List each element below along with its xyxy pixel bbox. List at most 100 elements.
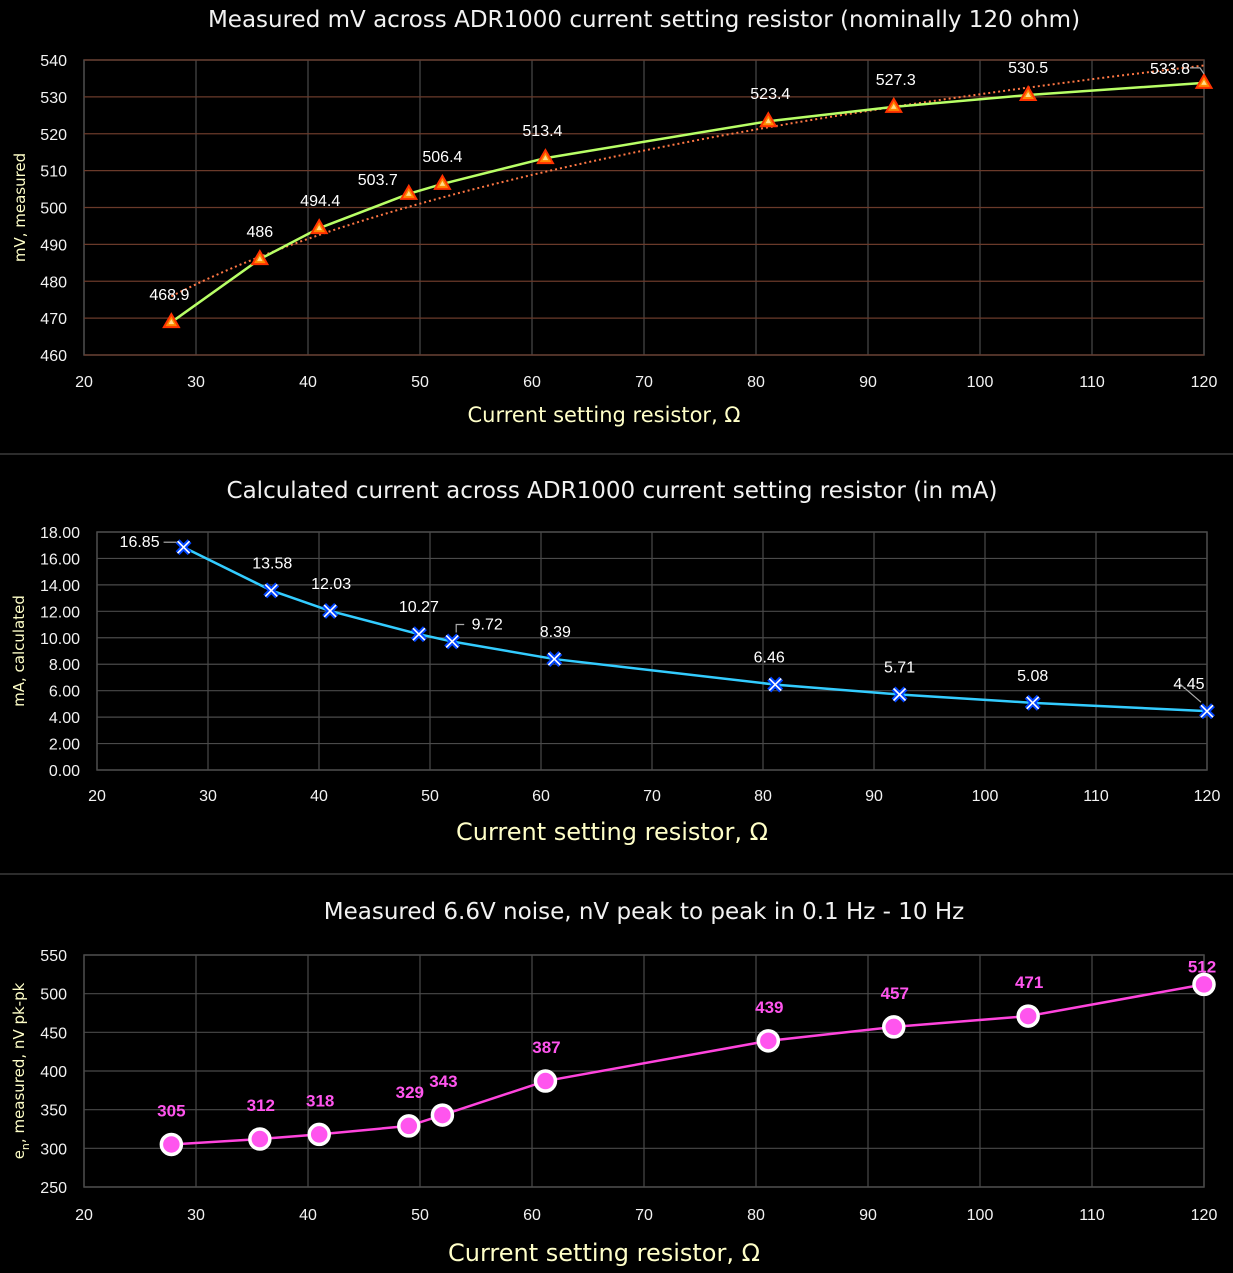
x-tick-label: 20 — [88, 788, 106, 805]
data-label: 533.8 — [1150, 61, 1190, 78]
y-tick-label: 6.00 — [49, 684, 80, 701]
data-label: 513.4 — [522, 123, 562, 140]
x-tick-label: 70 — [643, 788, 661, 805]
data-label: 523.4 — [750, 86, 790, 103]
data-point-highlight — [892, 687, 907, 702]
y-tick-label: 510 — [40, 164, 67, 181]
x-tick-label: 80 — [747, 374, 765, 391]
data-point — [1016, 1004, 1040, 1028]
data-label: 4.45 — [1173, 676, 1204, 693]
x-tick-label: 80 — [754, 788, 772, 805]
y-tick-label: 2.00 — [49, 737, 80, 754]
x-tick-label: 120 — [1191, 1207, 1218, 1224]
data-label: 457 — [881, 984, 909, 1003]
x-tick-label: 100 — [967, 1207, 994, 1224]
x-axis-title: Current setting resistor, Ω — [468, 403, 741, 427]
data-label: 305 — [157, 1101, 185, 1120]
x-tick-label: 40 — [310, 788, 328, 805]
x-tick-label: 110 — [1079, 1207, 1105, 1224]
x-tick-label: 40 — [299, 1207, 317, 1224]
chart-title: Measured mV across ADR1000 current setti… — [208, 7, 1080, 33]
chart-title: Calculated current across ADR1000 curren… — [227, 478, 998, 504]
x-tick-label: 50 — [411, 374, 429, 391]
data-point — [882, 1015, 906, 1039]
data-label: 12.03 — [311, 576, 351, 593]
data-point-inner — [765, 118, 772, 124]
leader-line — [455, 623, 465, 633]
data-label: 10.27 — [399, 599, 439, 616]
data-label: 8.39 — [540, 624, 571, 641]
y-tick-label: 470 — [40, 311, 67, 328]
data-point-highlight — [445, 634, 459, 649]
data-label: 6.46 — [754, 650, 785, 667]
data-point-highlight — [264, 583, 278, 598]
y-tick-label: 480 — [40, 274, 67, 291]
data-point-highlight — [323, 604, 337, 618]
data-label: 318 — [306, 1091, 334, 1110]
data-label: 439 — [755, 998, 783, 1017]
chart-1: Measured mV across ADR1000 current setti… — [11, 7, 1217, 427]
data-point-highlight — [1200, 704, 1214, 718]
x-tick-label: 30 — [199, 788, 217, 805]
data-label: 503.7 — [358, 172, 398, 189]
y-axis-title: en, measured, nV pk-pk — [10, 982, 32, 1159]
y-tick-label: 4.00 — [49, 710, 80, 727]
leader-line — [1178, 682, 1202, 703]
y-tick-label: 12.00 — [40, 604, 80, 621]
y-axis-title-rest: , measured, nV pk-pk — [10, 982, 28, 1143]
data-label: 530.5 — [1008, 60, 1048, 77]
series-line — [171, 983, 1205, 1146]
x-tick-label: 110 — [1083, 788, 1109, 805]
x-tick-label: 20 — [75, 374, 93, 391]
data-point — [430, 1103, 455, 1127]
x-tick-label: 120 — [1191, 374, 1218, 391]
x-tick-label: 50 — [411, 1207, 429, 1224]
data-label: 5.08 — [1017, 668, 1048, 685]
data-point — [159, 1132, 184, 1157]
y-tick-label: 460 — [40, 348, 67, 365]
data-point — [1192, 972, 1216, 997]
data-point-inner — [1025, 92, 1031, 98]
data-point-highlight — [177, 540, 191, 554]
x-tick-label: 30 — [187, 374, 205, 391]
data-point-highlight — [1026, 696, 1040, 710]
data-label: 312 — [247, 1096, 275, 1115]
data-point-highlight — [768, 678, 782, 692]
data-point — [307, 1122, 331, 1147]
x-tick-label: 70 — [635, 374, 653, 391]
data-label: 387 — [532, 1038, 560, 1057]
chart-3: Measured 6.6V noise, nV peak to peak in … — [10, 899, 1217, 1267]
y-tick-label: 490 — [40, 237, 67, 254]
x-tick-label: 100 — [972, 788, 999, 805]
data-label: 471 — [1015, 973, 1043, 992]
y-tick-label: 300 — [40, 1141, 67, 1158]
data-point-inner — [257, 256, 263, 262]
y-axis-title-sub: n — [19, 1143, 32, 1150]
y-tick-label: 16.00 — [40, 551, 80, 568]
data-label: 512 — [1188, 957, 1216, 976]
x-tick-label: 90 — [865, 788, 883, 805]
data-point — [397, 1114, 421, 1138]
x-tick-label: 100 — [967, 374, 994, 391]
data-label: 13.58 — [252, 555, 292, 572]
x-tick-label: 70 — [635, 1207, 653, 1224]
y-axis-title-main: e — [10, 1150, 28, 1159]
y-axis-title: mV, measured — [11, 153, 29, 262]
data-label: 9.72 — [472, 616, 503, 633]
x-tick-label: 60 — [532, 788, 550, 805]
data-label: 16.85 — [120, 534, 160, 551]
data-point-highlight — [412, 627, 426, 641]
x-tick-label: 90 — [859, 1207, 877, 1224]
data-point — [533, 1069, 558, 1093]
data-point-inner — [890, 103, 897, 109]
data-point-inner — [542, 155, 549, 161]
x-tick-label: 50 — [421, 788, 439, 805]
y-tick-label: 250 — [40, 1180, 67, 1197]
data-label: 329 — [396, 1083, 424, 1102]
y-tick-label: 450 — [40, 1025, 67, 1042]
chart-2: Calculated current across ADR1000 curren… — [10, 478, 1220, 846]
y-tick-label: 500 — [40, 987, 67, 1004]
data-point-inner — [168, 319, 175, 325]
